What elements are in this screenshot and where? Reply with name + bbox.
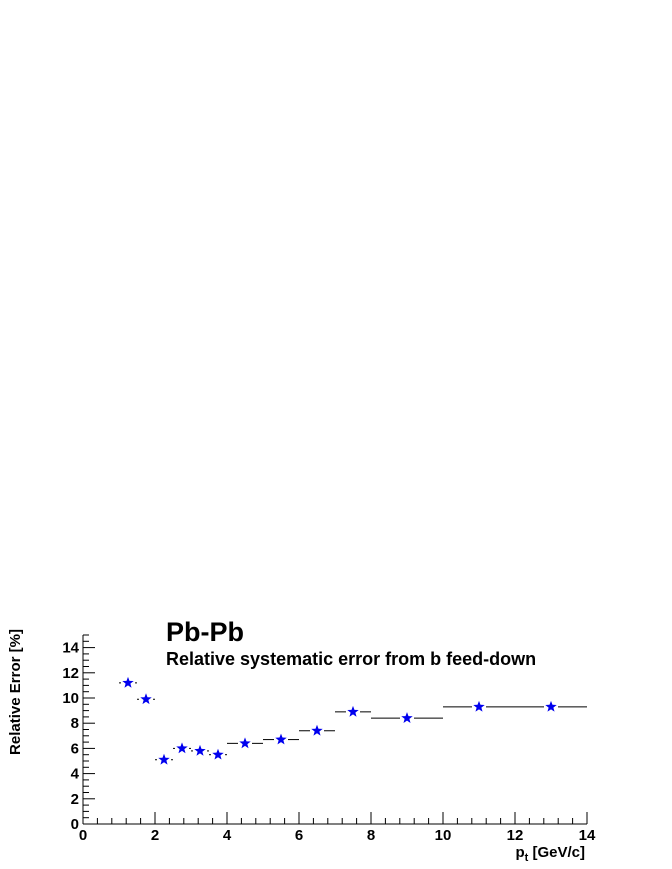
x-axis-label-rest: [GeV/c] [528, 844, 585, 861]
star-marker [347, 705, 359, 717]
x-tick-label: 6 [295, 827, 303, 844]
x-tick-label: 2 [151, 827, 159, 844]
y-tick-label: 10 [62, 690, 79, 707]
star-marker [545, 700, 557, 712]
y-tick-label: 2 [71, 791, 79, 808]
star-marker [194, 744, 206, 756]
data-point [173, 742, 191, 754]
x-axis-label-subscript: t [525, 852, 529, 864]
y-axis-ticks: 0 2 4 6 8 10 12 14 [62, 634, 95, 833]
star-marker [158, 753, 170, 765]
x-tick-label: 4 [223, 827, 232, 844]
chart-subtitle: Relative systematic error from b feed-do… [166, 649, 536, 669]
x-axis-ticks: 0 2 4 6 8 10 12 14 [79, 812, 596, 844]
data-point [227, 737, 263, 749]
star-marker [311, 724, 323, 736]
data-point [371, 712, 443, 724]
star-marker [176, 742, 188, 754]
chart-title: Pb-Pb [166, 617, 244, 647]
star-marker [239, 737, 251, 749]
data-point [263, 733, 299, 745]
data-point [191, 744, 209, 756]
x-axis-label-main: p [515, 844, 524, 861]
x-tick-label: 12 [507, 827, 524, 844]
y-tick-label: 6 [71, 740, 79, 757]
x-tick-label: 8 [367, 827, 375, 844]
y-tick-label: 4 [71, 766, 80, 783]
y-tick-label: 0 [71, 816, 79, 833]
star-marker [122, 676, 134, 688]
star-marker [401, 712, 413, 724]
star-marker [212, 748, 224, 760]
data-points [119, 676, 587, 765]
data-point [335, 705, 371, 717]
x-axis-label: pt [GeV/c] [515, 844, 585, 864]
x-tick-label: 0 [79, 827, 87, 844]
data-point [155, 753, 173, 765]
x-tick-label: 10 [435, 827, 452, 844]
x-tick-label: 14 [579, 827, 596, 844]
data-point [299, 724, 335, 736]
data-point [209, 748, 227, 760]
data-point [443, 700, 515, 712]
data-point [515, 700, 587, 712]
y-tick-label: 12 [62, 665, 79, 682]
data-point [119, 676, 137, 688]
y-axis-label: Relative Error [%] [7, 629, 24, 755]
star-marker [275, 733, 287, 745]
y-tick-label: 8 [71, 715, 79, 732]
star-marker [140, 693, 152, 705]
y-tick-label: 14 [62, 640, 79, 657]
data-point [137, 693, 155, 705]
star-marker [473, 700, 485, 712]
